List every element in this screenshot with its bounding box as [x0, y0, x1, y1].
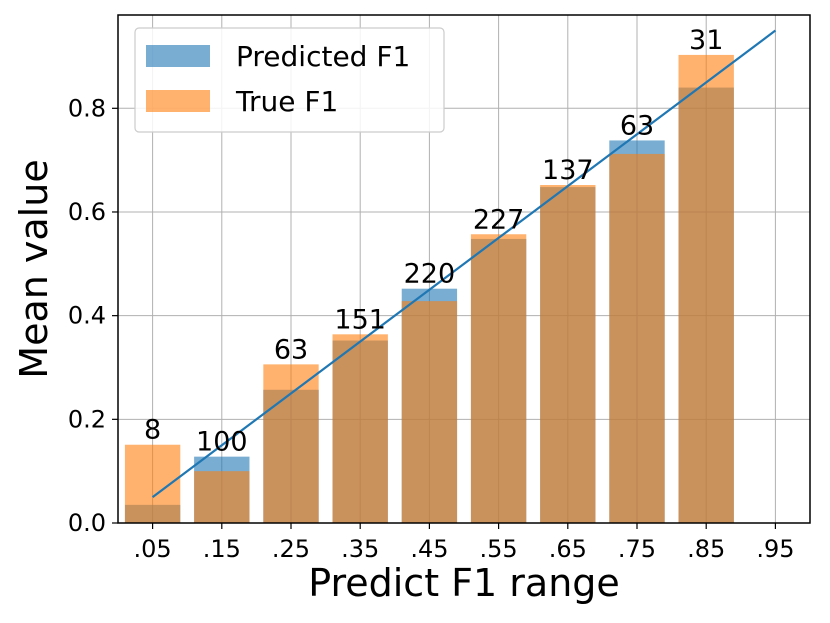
x-tick-label: .35 [341, 535, 379, 563]
y-tick-label: 0.2 [68, 405, 106, 433]
legend-swatch-true [146, 90, 210, 112]
legend-swatch-predicted [146, 45, 210, 67]
count-label: 8 [144, 415, 161, 446]
legend-box [134, 27, 445, 133]
bar-true [332, 334, 388, 523]
count-label: 31 [689, 25, 723, 56]
reference-line-layer [151, 29, 777, 498]
count-label: 137 [542, 155, 594, 186]
bar-true [609, 153, 665, 523]
x-tick-label: .55 [480, 535, 518, 563]
x-tick-label: .65 [549, 535, 587, 563]
x-tick-label: .75 [618, 535, 656, 563]
count-label: 100 [196, 427, 248, 458]
x-tick-label: .45 [410, 535, 448, 563]
bar-true [678, 54, 734, 524]
x-tick-label: .15 [203, 535, 241, 563]
y-tick-label: 0.6 [68, 198, 106, 226]
bars [124, 54, 734, 524]
x-tick-labels: .05 .15 .25 .35 .45 .55 .65 .75 .85 .95 [134, 523, 794, 563]
reference-line [151, 29, 777, 498]
x-tick-label: .05 [134, 535, 172, 563]
count-label: 63 [620, 110, 654, 141]
y-tick-label: 0.8 [68, 94, 106, 122]
count-label: 227 [473, 204, 525, 235]
x-tick-label: .85 [687, 535, 725, 563]
x-tick-label: .95 [756, 535, 794, 563]
bar-true [401, 301, 458, 523]
legend: Predicted F1 True F1 [134, 27, 445, 133]
legend-label-predicted: Predicted F1 [236, 40, 410, 73]
count-label: 151 [334, 304, 386, 335]
count-label: 63 [274, 334, 308, 365]
y-axis-title: Mean value [12, 159, 56, 378]
count-label: 220 [404, 259, 456, 290]
y-tick-label: 0.0 [68, 509, 106, 537]
bar-true [263, 364, 319, 523]
y-tick-labels: 0.0 0.2 0.4 0.6 0.8 [68, 94, 118, 537]
legend-label-true: True F1 [235, 85, 338, 118]
x-tick-label: .25 [272, 535, 310, 563]
count-labels: 8 100 63 151 220 227 137 63 31 [144, 25, 723, 458]
bar-true [540, 185, 596, 524]
plot-frame [117, 14, 811, 524]
bar-true [194, 471, 250, 523]
y-tick-label: 0.4 [68, 302, 106, 330]
x-axis-title: Predict F1 range [308, 561, 620, 605]
bar-true [470, 234, 527, 523]
